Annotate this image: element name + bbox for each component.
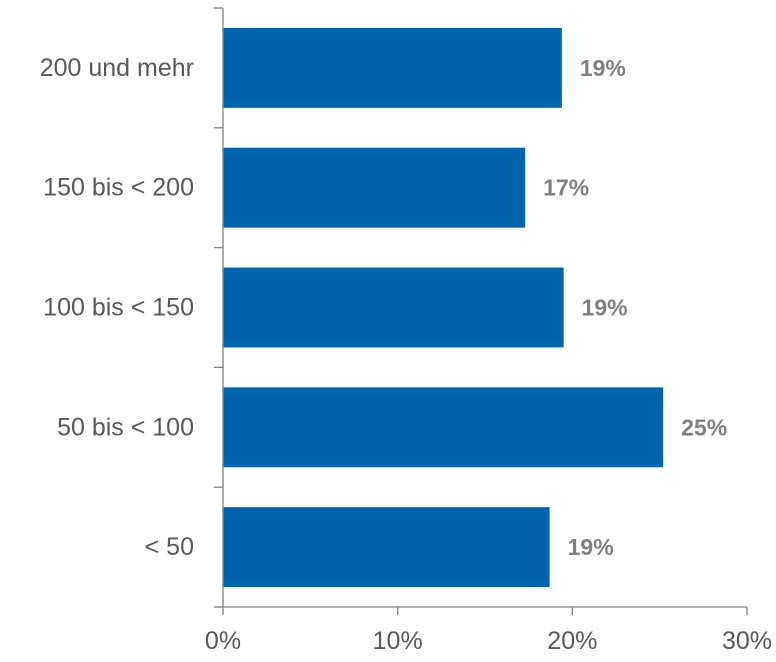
bar	[223, 387, 664, 468]
bar	[223, 147, 526, 228]
x-tick-labels-group: 0% 10% 20% 30%	[205, 627, 772, 655]
category-label: < 50	[145, 533, 194, 561]
y-ticks-group	[214, 7, 223, 608]
data-labels-group: 19% 17% 19% 25% 19%	[543, 55, 727, 560]
x-tick-label: 0%	[205, 627, 241, 655]
x-tick-label: 30%	[722, 627, 772, 655]
x-tick-label: 20%	[547, 627, 597, 655]
data-label: 19%	[582, 295, 628, 321]
x-ticks-group	[222, 607, 748, 615]
bars-group	[223, 27, 664, 588]
data-label: 25%	[681, 414, 727, 440]
bar	[223, 507, 550, 588]
category-label: 150 bis < 200	[43, 174, 194, 202]
category-label: 100 bis < 150	[43, 294, 194, 322]
x-tick-label: 10%	[373, 627, 423, 655]
category-labels-group: 200 und mehr 150 bis < 200 100 bis < 150 50…	[40, 54, 194, 561]
data-label: 19%	[568, 534, 614, 560]
bar	[223, 267, 564, 348]
data-label: 19%	[580, 55, 626, 81]
axes-group	[222, 8, 747, 608]
data-label: 17%	[543, 175, 589, 201]
bar	[223, 27, 562, 108]
category-label: 50 bis < 100	[57, 413, 194, 441]
category-label: 200 und mehr	[40, 54, 194, 82]
